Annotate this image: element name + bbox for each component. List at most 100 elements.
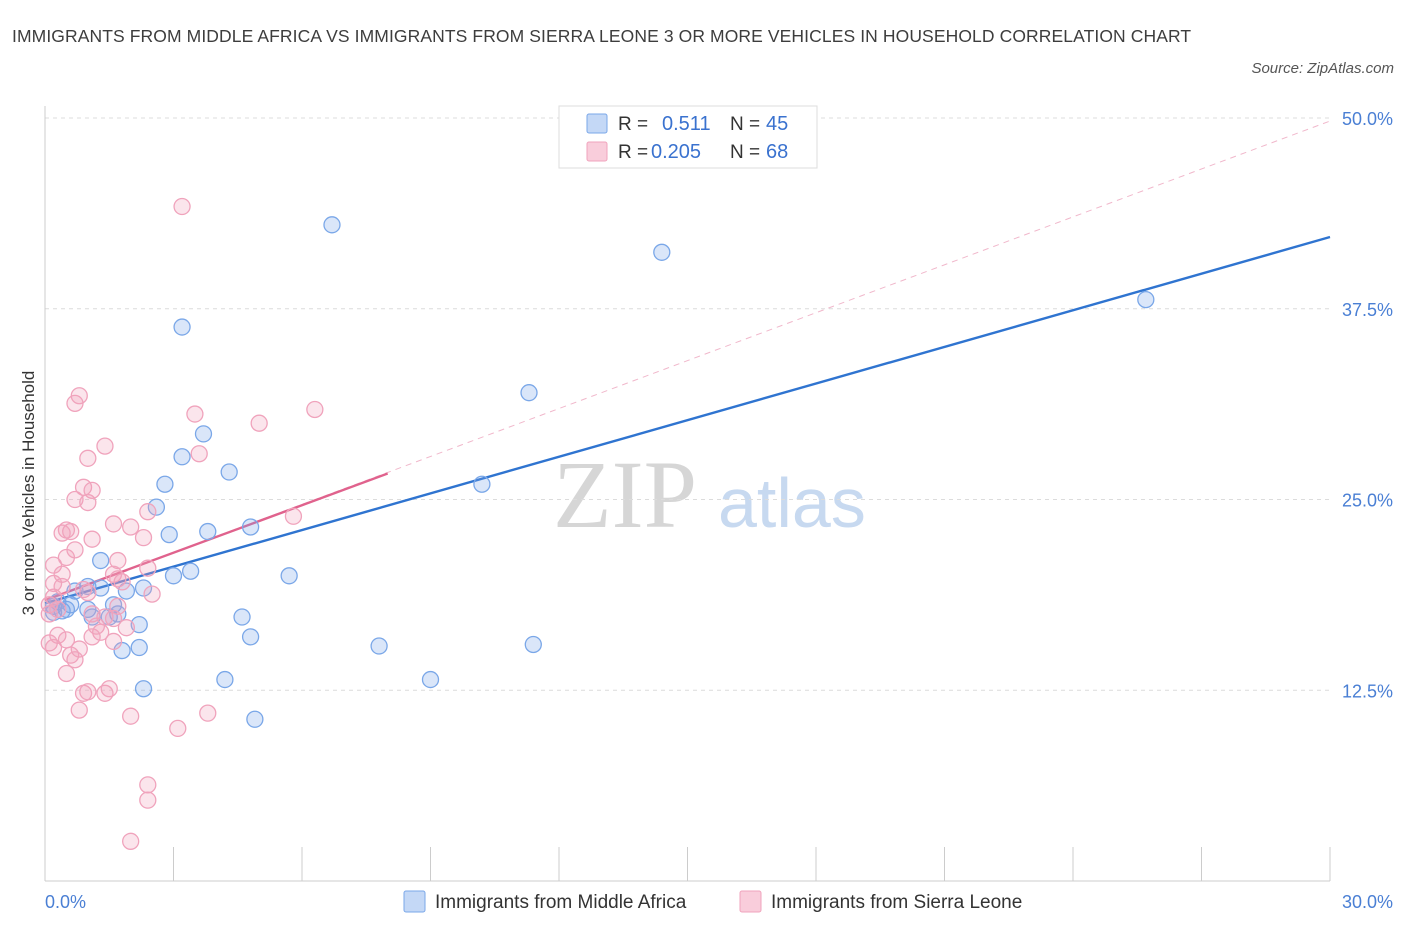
watermark-zip: ZIP bbox=[553, 441, 697, 548]
point-sierra-leone bbox=[104, 515, 123, 533]
point-sierra-leone bbox=[139, 503, 157, 521]
point-sierra-leone bbox=[70, 701, 88, 719]
point-middle-africa bbox=[164, 567, 183, 585]
legend-r-label-1: R = bbox=[618, 114, 648, 135]
point-middle-africa bbox=[92, 579, 110, 597]
legend-swatch-middle-africa bbox=[586, 113, 608, 134]
tick-labels: 12.5% 25.0% 37.5% 50.0% 0.0% 30.0% bbox=[45, 109, 1393, 912]
y-axis-label: 3 or more Vehicles in Household bbox=[19, 371, 38, 616]
point-middle-africa bbox=[156, 475, 174, 493]
top-legend: R = 0.511 N = 45 R = 0.205 N = 68 bbox=[558, 105, 818, 169]
point-middle-africa bbox=[241, 518, 260, 536]
point-sierra-leone bbox=[40, 605, 58, 623]
point-middle-africa bbox=[1137, 290, 1155, 309]
point-middle-africa bbox=[473, 475, 491, 493]
point-middle-africa bbox=[370, 637, 388, 655]
point-sierra-leone bbox=[122, 832, 140, 850]
trend-line-0 bbox=[44, 235, 1331, 605]
chart-title: IMMIGRANTS FROM MIDDLE AFRICA VS IMMIGRA… bbox=[12, 26, 1192, 46]
point-sierra-leone bbox=[79, 683, 97, 701]
x-tick-label-min: 0.0% bbox=[45, 892, 86, 912]
point-sierra-leone bbox=[74, 580, 93, 599]
point-middle-africa bbox=[194, 425, 213, 443]
point-middle-africa bbox=[653, 243, 671, 261]
point-middle-africa bbox=[130, 615, 148, 634]
bottom-legend: Immigrants from Middle Africa Immigrants… bbox=[403, 890, 1022, 913]
point-middle-africa bbox=[147, 498, 166, 516]
point-middle-africa bbox=[134, 680, 153, 698]
point-middle-africa bbox=[233, 608, 251, 626]
point-sierra-leone bbox=[139, 776, 157, 794]
point-middle-africa bbox=[524, 635, 542, 654]
point-middle-africa bbox=[173, 318, 191, 336]
point-sierra-leone bbox=[66, 490, 84, 509]
point-middle-africa bbox=[173, 448, 191, 466]
watermark-atlas: atlas bbox=[718, 464, 866, 542]
y-tick-label: 12.5% bbox=[1342, 681, 1393, 701]
point-sierra-leone bbox=[79, 493, 97, 512]
point-sierra-leone bbox=[83, 530, 101, 548]
point-sierra-leone bbox=[66, 651, 84, 669]
point-sierra-leone bbox=[117, 619, 136, 637]
point-sierra-leone bbox=[109, 551, 127, 570]
point-sierra-leone bbox=[104, 609, 123, 628]
y-tick-label: 50.0% bbox=[1342, 109, 1393, 129]
point-sierra-leone bbox=[70, 387, 88, 405]
point-sierra-leone bbox=[100, 680, 118, 698]
legend-n-label-2: N = bbox=[730, 142, 760, 163]
point-sierra-leone bbox=[70, 640, 88, 658]
point-middle-africa bbox=[421, 670, 440, 689]
point-sierra-leone bbox=[44, 638, 63, 657]
bottom-legend-swatch-middle-africa bbox=[403, 890, 426, 913]
point-sierra-leone bbox=[53, 524, 71, 542]
bottom-legend-swatch-sierra-leone bbox=[739, 890, 762, 913]
point-sierra-leone bbox=[306, 400, 324, 419]
point-sierra-leone bbox=[96, 437, 114, 455]
point-middle-africa bbox=[66, 582, 84, 600]
bottom-legend-label-sierra-leone: Immigrants from Sierra Leone bbox=[771, 892, 1022, 913]
point-sierra-leone bbox=[186, 405, 204, 423]
trend-line-1 bbox=[44, 472, 389, 602]
point-sierra-leone bbox=[40, 596, 58, 614]
trend-line-dashed-1 bbox=[44, 120, 1331, 601]
y-tick-label: 37.5% bbox=[1342, 300, 1393, 320]
point-sierra-leone bbox=[57, 548, 76, 567]
point-sierra-leone bbox=[57, 664, 76, 683]
point-middle-africa bbox=[199, 522, 217, 541]
legend-swatch-sierra-leone bbox=[586, 141, 608, 162]
point-middle-africa bbox=[323, 216, 341, 234]
point-middle-africa bbox=[130, 638, 148, 657]
bottom-legend-label-middle-africa: Immigrants from Middle Africa bbox=[435, 892, 687, 913]
point-middle-africa bbox=[246, 710, 264, 728]
point-sierra-leone bbox=[173, 197, 191, 216]
point-sierra-leone bbox=[190, 445, 208, 463]
axes bbox=[44, 106, 1331, 882]
point-sierra-leone bbox=[104, 632, 123, 651]
point-middle-africa bbox=[216, 670, 234, 689]
y-tick-label: 25.0% bbox=[1342, 491, 1393, 511]
point-middle-africa bbox=[160, 525, 178, 544]
grid-lines bbox=[45, 117, 1330, 691]
point-middle-africa bbox=[62, 596, 80, 614]
point-sierra-leone bbox=[57, 631, 76, 649]
point-middle-africa bbox=[520, 384, 538, 402]
point-sierra-leone bbox=[134, 529, 153, 547]
legend-n-label-1: N = bbox=[730, 114, 760, 135]
trend-lines bbox=[44, 120, 1331, 605]
legend-r-label-2: R = bbox=[618, 142, 648, 163]
point-sierra-leone bbox=[139, 559, 157, 577]
legend-r-value-1: 0.511 bbox=[662, 113, 711, 135]
data-points bbox=[40, 197, 1155, 850]
point-sierra-leone bbox=[199, 704, 217, 722]
point-middle-africa bbox=[181, 562, 200, 580]
legend-n-value-1: 45 bbox=[766, 113, 788, 135]
point-sierra-leone bbox=[113, 573, 131, 591]
point-sierra-leone bbox=[62, 522, 80, 541]
point-middle-africa bbox=[220, 463, 238, 481]
point-middle-africa bbox=[92, 551, 110, 570]
source-label: Source: ZipAtlas.com bbox=[1251, 60, 1394, 77]
point-sierra-leone bbox=[83, 628, 101, 646]
point-sierra-leone bbox=[79, 449, 97, 467]
point-sierra-leone bbox=[49, 600, 67, 619]
